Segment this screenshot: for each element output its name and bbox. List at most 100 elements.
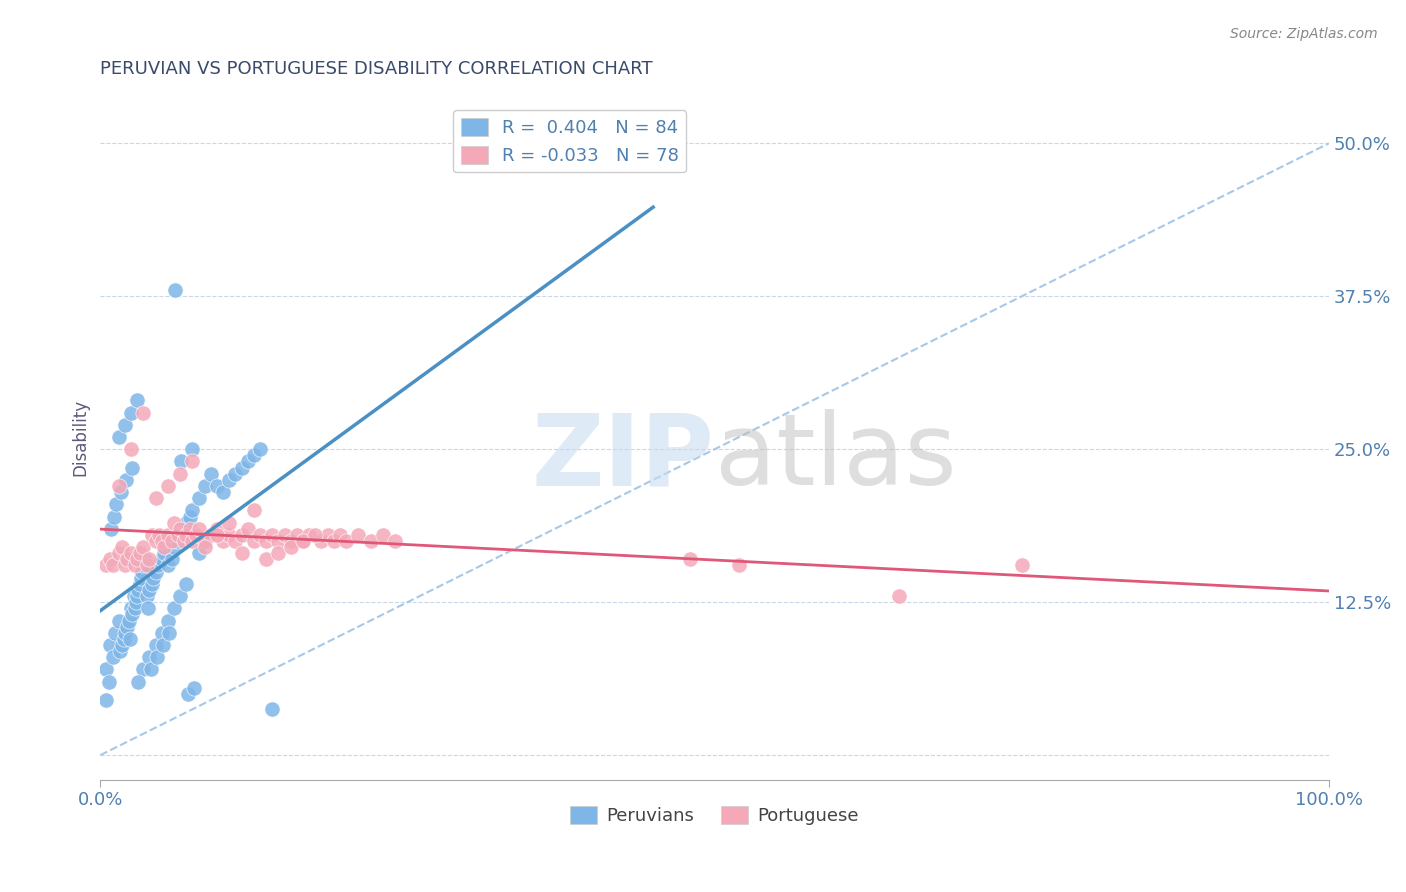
Point [122, 589, 145, 603]
Point [145, 534, 167, 549]
Point [101, 558, 124, 573]
Point [138, 650, 160, 665]
Point [262, 528, 284, 542]
Point [280, 534, 302, 549]
Point [176, 516, 198, 530]
Point [127, 582, 149, 597]
Point [187, 522, 209, 536]
Point [169, 589, 191, 603]
Point [107, 479, 129, 493]
Point [243, 503, 266, 517]
Point [224, 467, 246, 481]
Point [181, 503, 204, 517]
Point [96, 693, 118, 707]
Point [218, 473, 240, 487]
Point [156, 528, 179, 542]
Point [121, 607, 143, 622]
Point [194, 534, 217, 549]
Point [111, 540, 134, 554]
Point [127, 552, 149, 566]
Point [152, 638, 174, 652]
Point [292, 534, 315, 549]
Point [127, 674, 149, 689]
Text: Source: ZipAtlas.com: Source: ZipAtlas.com [1230, 27, 1378, 41]
Point [105, 497, 128, 511]
Point [108, 644, 131, 658]
Point [181, 442, 204, 457]
Point [249, 442, 271, 457]
Point [316, 528, 339, 542]
Point [132, 406, 155, 420]
Point [267, 546, 290, 560]
Point [125, 595, 148, 609]
Point [120, 406, 142, 420]
Point [1011, 558, 1033, 573]
Point [131, 565, 153, 579]
Y-axis label: Disability: Disability [72, 399, 89, 475]
Point [101, 650, 124, 665]
Point [107, 546, 129, 560]
Point [205, 528, 228, 542]
Point [139, 663, 162, 677]
Point [194, 540, 217, 554]
Legend: Peruvians, Portuguese: Peruvians, Portuguese [562, 798, 866, 832]
Point [254, 534, 277, 549]
Point [153, 546, 176, 560]
Text: ZIP: ZIP [531, 409, 714, 506]
Point [150, 552, 173, 566]
Point [218, 516, 240, 530]
Point [96, 663, 118, 677]
Point [231, 528, 253, 542]
Point [176, 577, 198, 591]
Point [114, 625, 136, 640]
Point [728, 558, 751, 573]
Point [267, 534, 290, 549]
Point [212, 534, 235, 549]
Point [104, 625, 127, 640]
Point [329, 528, 352, 542]
Point [243, 534, 266, 549]
Point [124, 558, 146, 573]
Point [107, 614, 129, 628]
Point [117, 620, 139, 634]
Point [273, 528, 295, 542]
Point [236, 454, 259, 468]
Point [145, 491, 167, 506]
Point [127, 393, 149, 408]
Point [138, 552, 160, 566]
Point [128, 577, 150, 591]
Point [128, 546, 150, 560]
Point [249, 528, 271, 542]
Point [96, 558, 118, 573]
Point [181, 534, 204, 549]
Point [156, 614, 179, 628]
Point [134, 552, 156, 566]
Point [311, 534, 333, 549]
Point [179, 522, 201, 536]
Point [165, 283, 187, 297]
Point [98, 638, 121, 652]
Point [150, 534, 173, 549]
Point [148, 528, 170, 542]
Point [371, 528, 394, 542]
Point [262, 701, 284, 715]
Point [136, 558, 159, 573]
Point [176, 528, 198, 542]
Point [146, 650, 169, 665]
Point [205, 522, 228, 536]
Point [114, 417, 136, 432]
Point [115, 473, 138, 487]
Point [254, 552, 277, 566]
Point [170, 454, 193, 468]
Point [120, 546, 142, 560]
Point [127, 589, 149, 603]
Point [243, 449, 266, 463]
Point [114, 558, 136, 573]
Point [298, 528, 321, 542]
Point [111, 638, 134, 652]
Point [118, 632, 141, 646]
Point [347, 528, 370, 542]
Point [218, 528, 240, 542]
Point [224, 534, 246, 549]
Point [141, 528, 163, 542]
